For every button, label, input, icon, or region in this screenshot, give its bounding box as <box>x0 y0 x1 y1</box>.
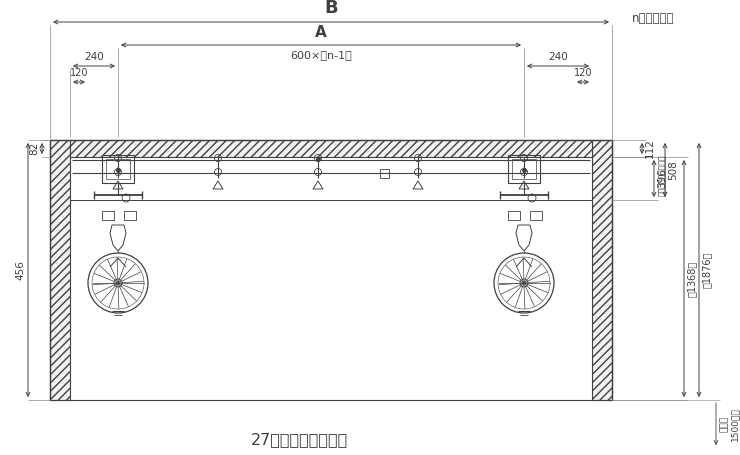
Text: 120: 120 <box>70 68 88 78</box>
Text: 240: 240 <box>548 52 568 62</box>
Bar <box>530 211 542 220</box>
Bar <box>508 211 520 220</box>
Text: 112: 112 <box>645 139 655 158</box>
Bar <box>102 155 134 183</box>
Text: A: A <box>315 25 327 40</box>
Bar <box>124 211 136 220</box>
Text: 456: 456 <box>15 260 25 280</box>
Text: 27インチ自転車入り: 27インチ自転車入り <box>252 433 349 448</box>
Bar <box>512 159 536 179</box>
Text: 396: 396 <box>657 168 667 188</box>
Bar <box>106 159 130 179</box>
Bar <box>380 169 389 178</box>
Text: 600×（n-1）: 600×（n-1） <box>290 50 352 60</box>
Text: 508: 508 <box>668 160 678 180</box>
Bar <box>592 140 612 400</box>
Bar <box>70 140 592 157</box>
Text: B: B <box>324 0 338 17</box>
Text: 82: 82 <box>29 142 39 155</box>
Bar <box>50 140 70 400</box>
Text: n：収容台数: n：収容台数 <box>632 12 674 25</box>
Text: 240: 240 <box>84 52 104 62</box>
Bar <box>102 211 114 220</box>
Text: （1876）: （1876） <box>702 252 712 288</box>
Text: 120: 120 <box>574 68 592 78</box>
Bar <box>508 155 540 183</box>
Text: （1368）: （1368） <box>687 260 697 297</box>
Text: （アンカーボルト）: （アンカーボルト） <box>658 154 667 196</box>
Text: 通路幅
1500以上: 通路幅 1500以上 <box>720 407 739 441</box>
